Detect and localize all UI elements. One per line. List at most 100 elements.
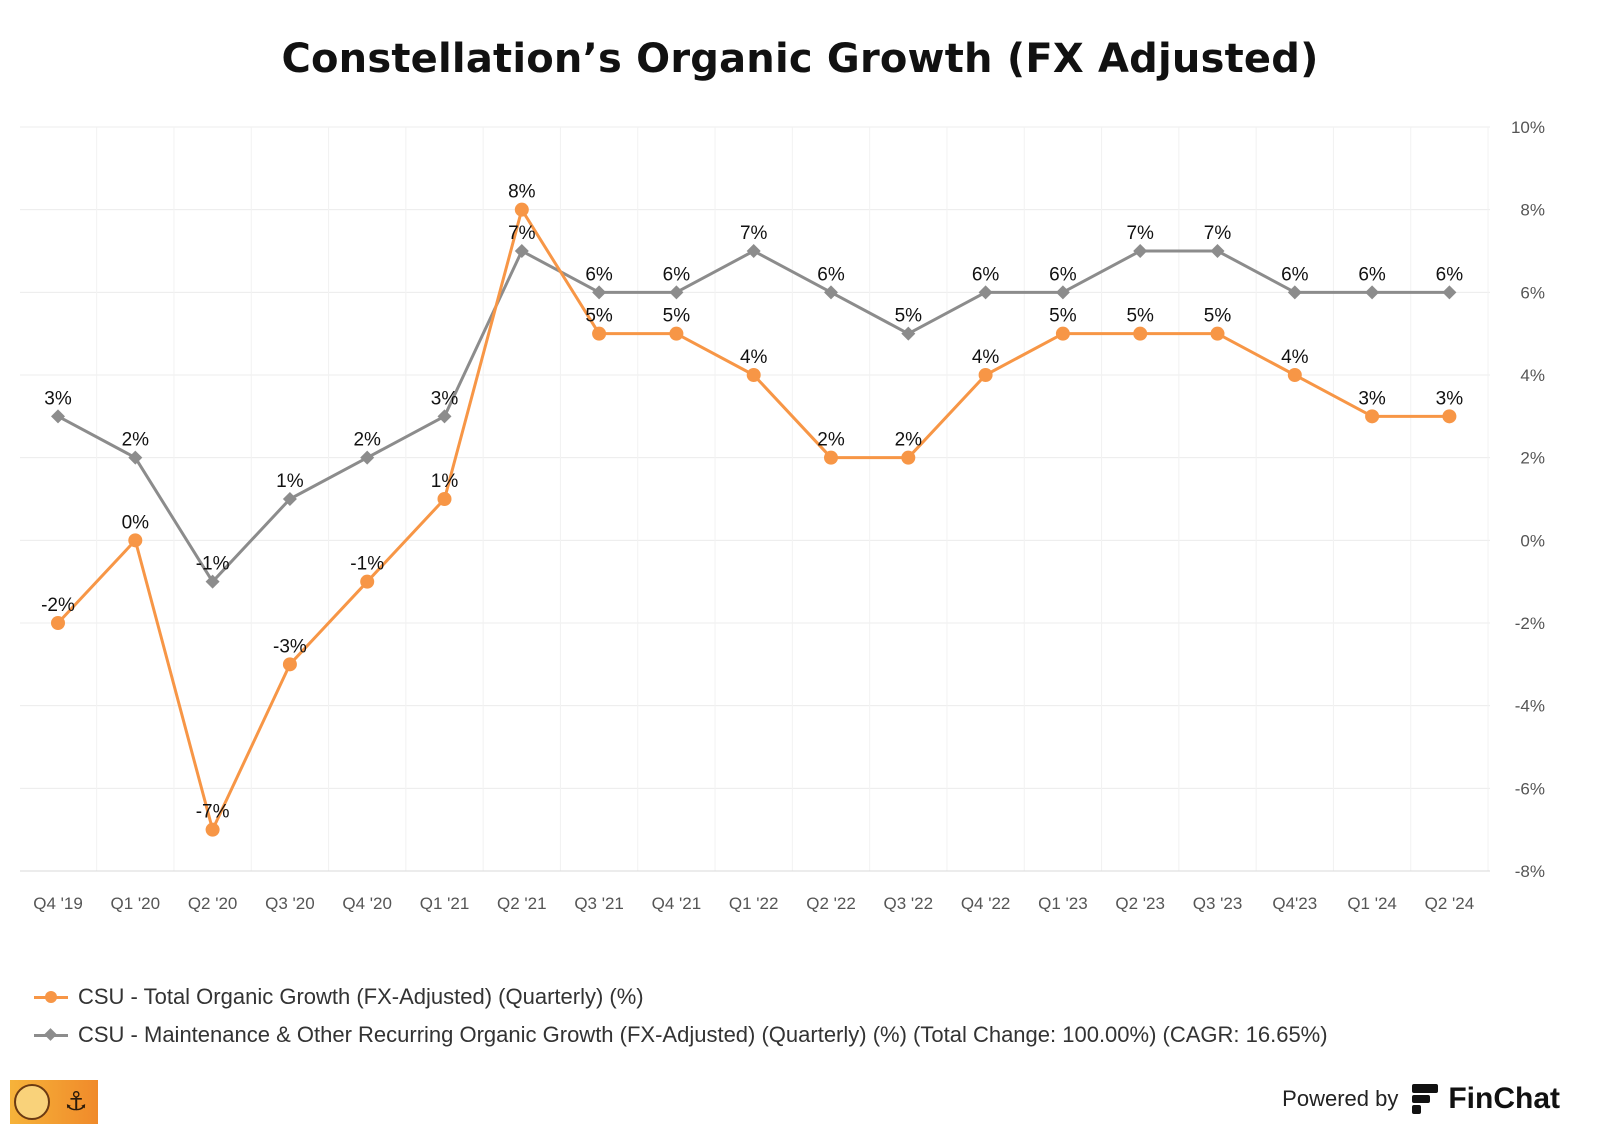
y-tick-label: 0% [1520,531,1545,550]
x-tick-label: Q4'23 [1272,894,1317,913]
data-label: 0% [122,512,150,533]
data-point [1133,326,1148,341]
x-tick-label: Q3 '22 [884,894,934,913]
data-label: -1% [196,554,230,575]
data-label: 1% [431,471,459,492]
data-point [282,492,297,506]
y-tick-label: 10% [1511,118,1545,137]
data-point [1287,285,1302,300]
data-point [128,450,143,465]
y-tick-label: -6% [1515,779,1545,798]
finchat-logo-icon [1412,1084,1439,1114]
data-label: 6% [972,264,1000,285]
data-label: 6% [585,264,613,285]
legend-label-maintenance-organic-growth: CSU - Maintenance & Other Recurring Orga… [78,1022,1328,1047]
data-point [1442,409,1457,424]
data-point [514,244,529,258]
data-point [360,574,375,589]
data-label: 5% [663,306,691,327]
circle-marker-icon [34,987,68,1007]
data-label: 2% [817,430,845,451]
chart-legend: CSU - Total Organic Growth (FX-Adjusted)… [34,978,1328,1054]
data-point [746,368,761,382]
data-label: 6% [1436,264,1464,285]
y-tick-label: -2% [1515,614,1545,633]
data-label: -7% [196,802,230,823]
data-label: 6% [1049,264,1077,285]
data-label: 6% [1358,264,1386,285]
data-label: 2% [122,430,150,451]
data-label: 7% [740,223,768,244]
data-label: 4% [972,347,1000,368]
data-point [205,574,220,589]
data-point [669,326,684,341]
data-label: 5% [585,306,613,327]
data-point [1055,326,1070,341]
data-label: 7% [508,223,536,244]
y-tick-label: 4% [1520,366,1545,385]
data-label: 4% [740,347,768,368]
data-point [1210,326,1225,341]
data-point [514,202,529,217]
data-point [51,409,65,424]
data-point [669,285,684,300]
y-tick-label: 8% [1520,201,1545,220]
data-label: 3% [44,388,72,409]
data-label: 3% [1358,388,1386,409]
x-tick-label: Q1 '23 [1038,894,1088,913]
data-label: 5% [895,306,923,327]
data-label: 6% [817,264,845,285]
data-point [205,822,220,837]
data-label: 5% [1049,306,1077,327]
chart-title: Constellation’s Organic Growth (FX Adjus… [281,36,1319,82]
series-line-1 [56,249,1451,584]
data-point [1210,244,1225,258]
x-tick-label: Q3 '23 [1193,894,1243,913]
y-tick-label: -8% [1515,862,1545,881]
data-point [437,492,452,506]
x-tick-label: Q1 '22 [729,894,779,913]
data-label: 3% [431,388,459,409]
data-point [437,409,452,424]
data-label: 3% [1436,388,1464,409]
data-point [1055,285,1070,300]
data-point [1442,285,1457,300]
data-label: -2% [41,595,75,616]
x-tick-label: Q1 '21 [420,894,470,913]
y-tick-label: 2% [1520,449,1545,468]
x-tick-label: Q3 '20 [265,894,315,913]
data-point [1365,285,1380,300]
x-tick-label: Q3 '21 [574,894,624,913]
y-tick-label: -4% [1515,697,1545,716]
x-tick-label: Q2 '24 [1425,894,1475,913]
data-point [1133,244,1148,258]
legend-item-total-organic-growth[interactable]: CSU - Total Organic Growth (FX-Adjusted)… [34,978,1328,1016]
x-tick-label: Q4 '21 [652,894,702,913]
data-label: 7% [1204,223,1232,244]
x-tick-label: Q1 '20 [111,894,161,913]
x-tick-label: Q2 '21 [497,894,547,913]
legend-item-maintenance-organic-growth[interactable]: CSU - Maintenance & Other Recurring Orga… [34,1016,1328,1054]
y-tick-label: 6% [1520,283,1545,302]
data-point [592,285,607,300]
data-label: 7% [1126,223,1154,244]
data-label: 5% [1204,306,1232,327]
data-label: 4% [1281,347,1309,368]
legend-label-total-organic-growth: CSU - Total Organic Growth (FX-Adjusted)… [78,984,644,1009]
data-point [1365,409,1380,424]
data-label: -3% [273,636,307,657]
data-point [128,533,143,548]
x-tick-label: Q4 '19 [33,894,83,913]
data-point [901,450,916,465]
data-label: 1% [276,471,304,492]
data-point [1287,368,1302,382]
data-label: 8% [508,182,536,203]
powered-by-finchat[interactable]: Powered by FinChat [1282,1082,1560,1116]
powered-by-text: Powered by [1282,1086,1399,1111]
x-tick-label: Q1 '24 [1347,894,1397,913]
finchat-brand-name: FinChat [1448,1082,1560,1115]
data-point [978,285,993,300]
data-label: 2% [353,430,381,451]
data-label: 6% [1281,264,1309,285]
line-chart: 10% 8% 6% 4% 2% 0% -2% -4% -6% -8% Q4 '19 Q1 '20 Q2 … [20,118,1545,913]
